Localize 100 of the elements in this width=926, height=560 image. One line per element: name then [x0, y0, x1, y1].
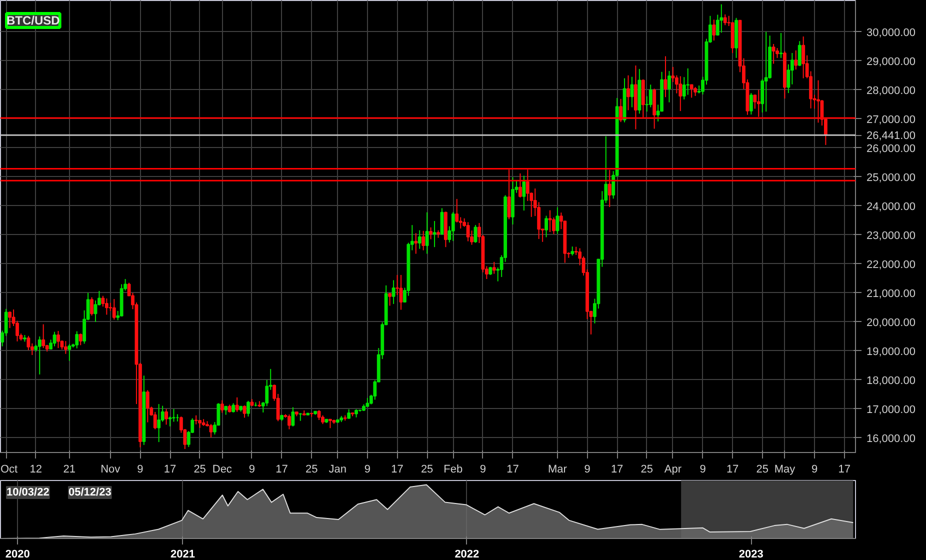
x-tick-label: Oct: [0, 464, 18, 476]
candlestick: [26, 335, 30, 351]
x-tick-label: 17: [506, 464, 519, 476]
y-tick-label: 20,000.00: [866, 316, 916, 329]
candlestick: [104, 298, 108, 316]
candlestick: [146, 390, 150, 423]
candlestick: [90, 296, 94, 316]
x-tick-label: 2020: [5, 548, 30, 560]
candlestick: [749, 92, 753, 116]
y-tick-label: 24,000.00: [866, 200, 916, 213]
candlestick: [678, 76, 682, 112]
candlestick: [414, 232, 418, 254]
x-tick-label: 17: [164, 464, 176, 476]
candlestick: [157, 404, 161, 443]
candlestick: [451, 211, 455, 242]
candlestick: [619, 98, 623, 123]
candlestick: [507, 169, 511, 220]
x-tick-label: 17: [276, 464, 288, 476]
candlestick: [492, 261, 496, 274]
candlestick: [418, 230, 422, 250]
x-tick-label: 9: [137, 464, 144, 476]
candlestick: [291, 406, 295, 427]
x-tick-label: 2023: [738, 548, 764, 560]
x-tick-label: 17: [838, 464, 850, 476]
y-tick-label: 16,000.00: [866, 432, 916, 445]
candlestick: [172, 408, 176, 422]
candlestick: [648, 84, 652, 108]
candlestick: [56, 330, 60, 349]
candlestick: [242, 405, 246, 418]
candlestick: [432, 220, 436, 248]
x-tick-label: 17: [726, 464, 739, 476]
x-tick-label: 9: [811, 464, 818, 476]
candlestick: [112, 298, 116, 320]
candlestick: [347, 408, 351, 420]
x-tick-label: 25: [756, 464, 768, 476]
candlestick: [298, 412, 302, 422]
candlestick: [232, 402, 236, 413]
y-tick-label: 22,000.00: [866, 258, 916, 271]
y-tick-label: 21,000.00: [866, 288, 916, 300]
y-tick-label: 17,000.00: [866, 404, 916, 416]
annotation: 05/12/23: [68, 486, 112, 498]
candlestick: [712, 19, 716, 42]
candlestick: [756, 89, 760, 118]
candlestick: [68, 343, 72, 362]
ref-line-label: 26,441.00: [866, 130, 916, 142]
x-tick-label: Nov: [100, 464, 121, 476]
candlestick: [522, 175, 526, 212]
x-tick-label: Jan: [328, 464, 347, 476]
candlestick: [235, 396, 239, 412]
y-tick-label: 18,000.00: [866, 374, 916, 387]
y-tick-label: 30,000.00: [866, 26, 916, 39]
annotation: 10/03/22: [6, 486, 50, 498]
candlestick: [78, 333, 82, 346]
candlestick: [246, 400, 250, 418]
y-tick-label: 26,000.00: [866, 142, 916, 155]
candlestick: [422, 230, 426, 251]
candlestick: [816, 80, 820, 124]
candlestick: [548, 210, 552, 233]
candlestick: [75, 330, 79, 349]
candlestick: [209, 424, 213, 438]
candlestick: [779, 32, 783, 58]
candlestick: [690, 84, 694, 98]
candlestick: [764, 31, 768, 112]
candlestick: [544, 215, 548, 238]
x-tick-label: 17: [610, 464, 624, 476]
x-tick-label: Feb: [444, 464, 463, 476]
x-tick-label: 9: [700, 464, 706, 476]
candlestick: [798, 40, 802, 67]
x-tick-label: 2022: [454, 548, 480, 560]
candlestick: [518, 172, 522, 198]
candlestick: [42, 324, 46, 349]
x-tick-label: 25: [420, 464, 434, 476]
candlestick: [723, 14, 727, 26]
candlestick: [626, 74, 630, 111]
x-tick-label: 2021: [170, 548, 195, 560]
y-tick-label: 27,000.00: [866, 114, 916, 126]
x-tick-label: 9: [248, 464, 256, 476]
y-tick-label: 29,000.00: [866, 56, 916, 68]
candlestick: [153, 411, 157, 430]
candlestick: [164, 408, 168, 426]
candlestick: [772, 44, 776, 64]
candlestick: [388, 292, 392, 306]
candlestick: [425, 212, 429, 254]
candlestick: [429, 226, 433, 240]
x-tick-label: 9: [480, 464, 486, 476]
x-tick-label: 12: [30, 464, 42, 476]
x-tick-label: 21: [63, 464, 76, 476]
candlestick: [64, 340, 68, 354]
candlestick: [720, 4, 724, 34]
candlestick: [288, 414, 291, 430]
y-tick-label: 25,000.00: [866, 172, 916, 184]
x-tick-label: Apr: [664, 464, 682, 476]
x-tick-label: 25: [640, 464, 654, 476]
candlestick: [686, 68, 690, 96]
candlestick: [38, 336, 42, 375]
candlestick: [466, 222, 470, 242]
candlestick: [608, 169, 612, 208]
candlestick: [668, 70, 671, 103]
candlestick: [794, 50, 798, 70]
candlestick: [802, 36, 806, 79]
